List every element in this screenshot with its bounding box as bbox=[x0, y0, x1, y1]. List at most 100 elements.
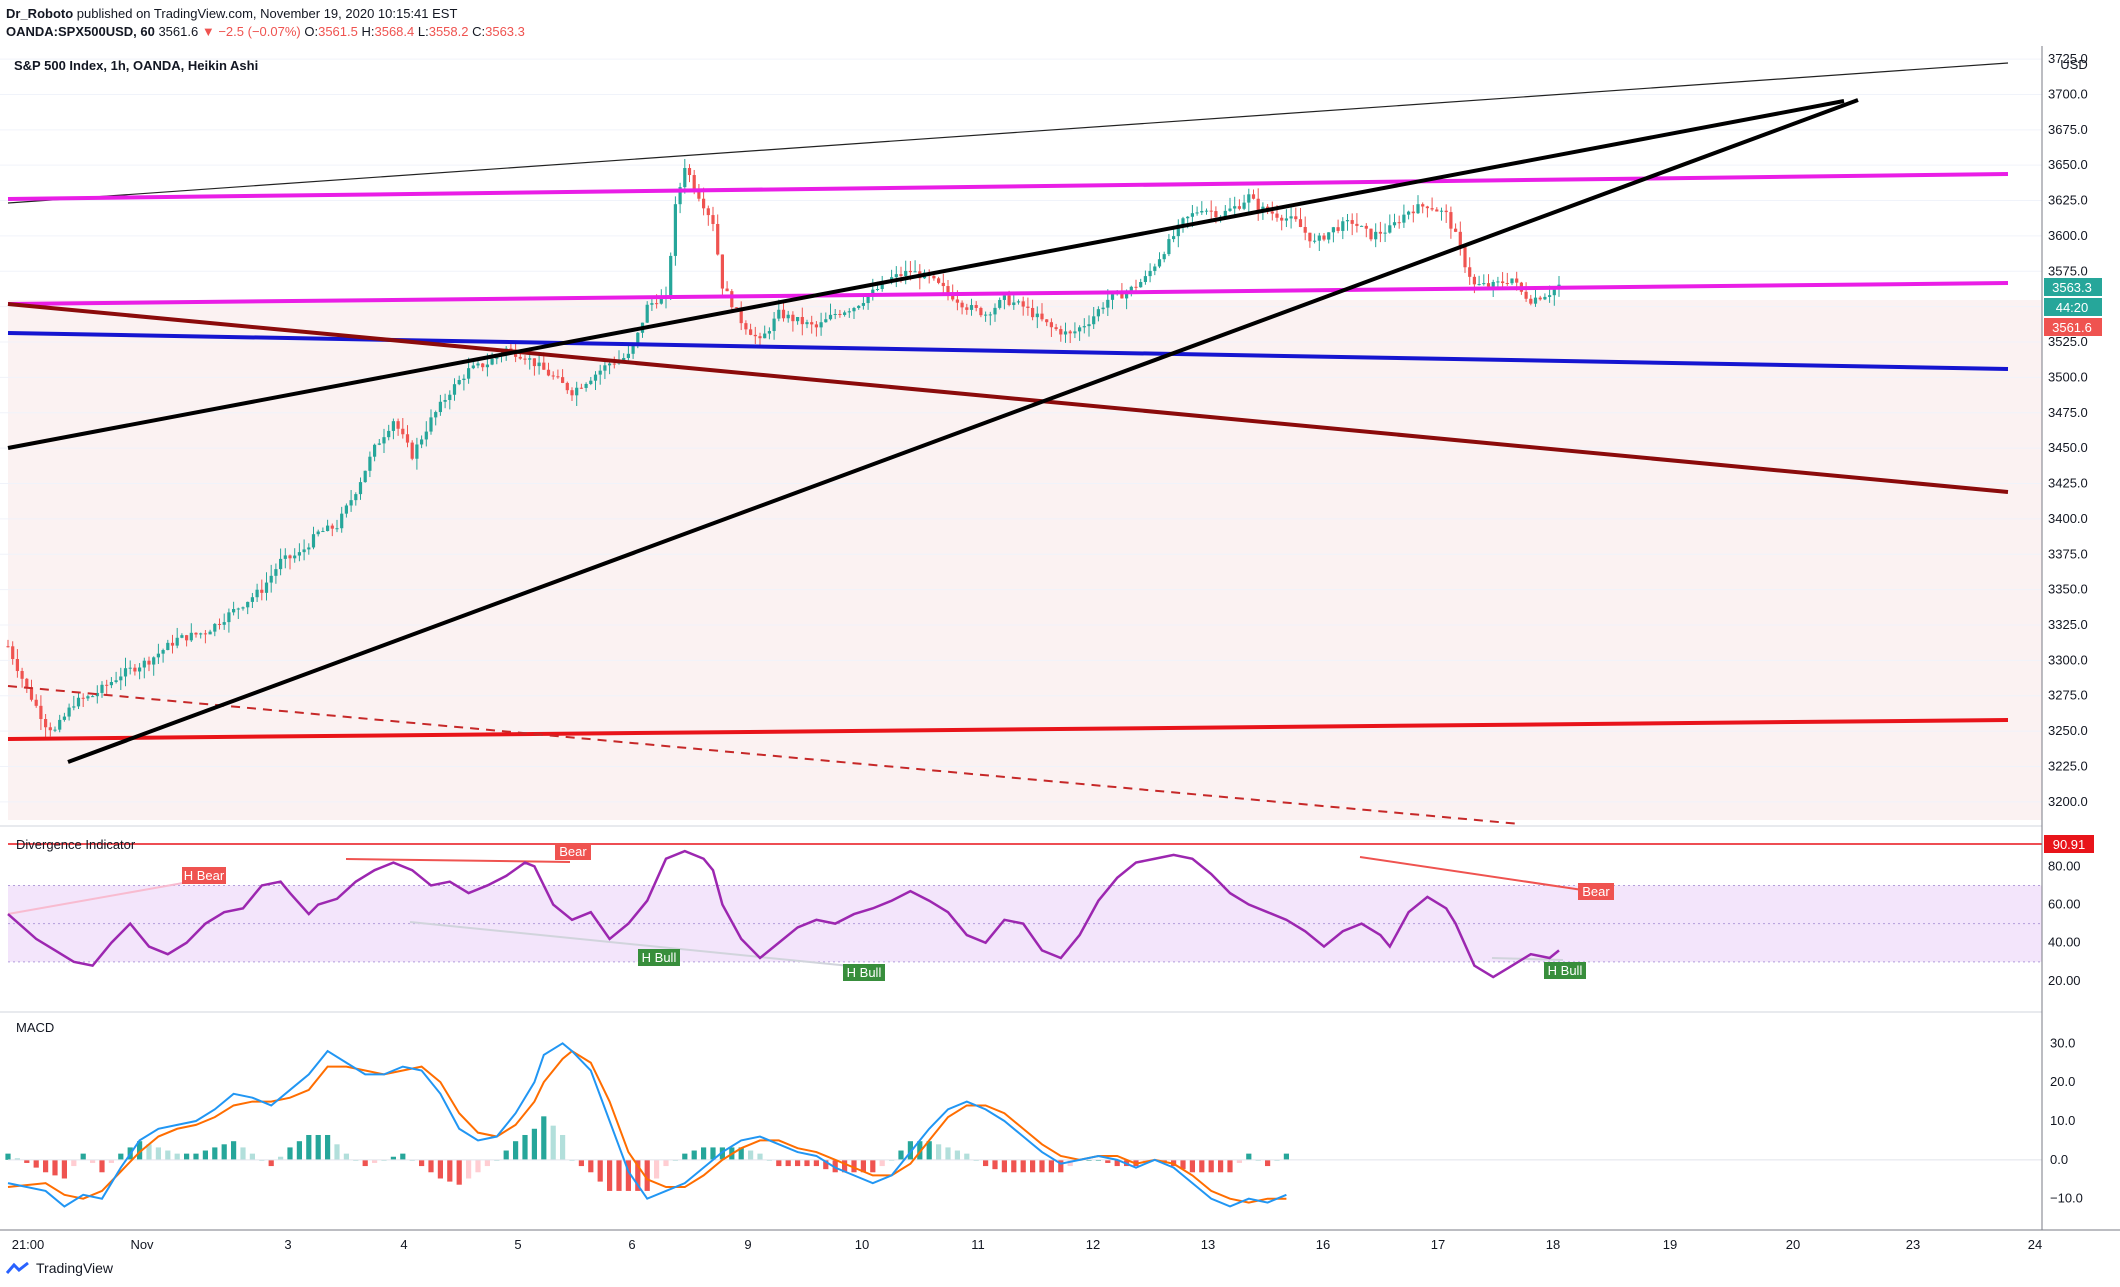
candle-body bbox=[330, 525, 334, 529]
candle-body bbox=[297, 552, 301, 556]
macd-histogram-bar bbox=[419, 1159, 425, 1167]
macd-axis-tick: −10.0 bbox=[2050, 1191, 2083, 1206]
h-bull-label-1-text: H Bull bbox=[642, 950, 677, 965]
divergence-pane-title: Divergence Indicator bbox=[16, 837, 136, 852]
symbol-name[interactable]: OANDA:SPX500USD, 60 bbox=[6, 24, 155, 39]
candle-body bbox=[1331, 227, 1335, 233]
candle-body bbox=[11, 646, 15, 660]
channel-upper-thin-line[interactable] bbox=[7, 62, 2009, 204]
candle-body bbox=[988, 314, 992, 316]
candle-body bbox=[1308, 232, 1312, 242]
magenta-mid-line[interactable] bbox=[7, 281, 2009, 306]
rsi-axis[interactable]: 20.00 40.00 60.00 80.00 bbox=[2048, 858, 2081, 988]
candle-body bbox=[1280, 217, 1284, 221]
candle-body bbox=[1181, 218, 1185, 225]
candle-body bbox=[1374, 231, 1378, 240]
macd-histogram-bar bbox=[513, 1141, 519, 1160]
rsi-series-line[interactable] bbox=[7, 849, 1560, 979]
candle-body bbox=[828, 314, 833, 320]
price-axis[interactable]: 3200.0 3225.0 3250.0 3275.0 3300.0 3325.0 3350… bbox=[2048, 51, 2088, 809]
candle-body bbox=[692, 175, 696, 190]
bear-label-2-text: Bear bbox=[1582, 884, 1610, 899]
candle-body bbox=[170, 642, 175, 646]
candle-body bbox=[1031, 307, 1035, 318]
candle-body bbox=[203, 633, 207, 635]
macd-histogram-bar bbox=[1030, 1159, 1036, 1173]
macd-histogram-bar bbox=[33, 1159, 39, 1168]
tradingview-brand[interactable]: TradingView bbox=[36, 1260, 114, 1276]
candle-body bbox=[636, 332, 640, 344]
candle-body bbox=[753, 334, 757, 337]
candle-body bbox=[1383, 232, 1387, 234]
candle-body bbox=[255, 589, 259, 598]
macd-histogram-bar bbox=[898, 1150, 904, 1160]
h-bull-label-3[interactable]: H Bull bbox=[1544, 962, 1586, 979]
candle-body bbox=[1345, 220, 1350, 222]
candle-body bbox=[1289, 216, 1293, 219]
signal-series-line[interactable] bbox=[7, 1049, 1287, 1204]
price-axis-tick: 3400.0 bbox=[2048, 511, 2088, 526]
candle-body bbox=[1491, 281, 1495, 287]
candle-body bbox=[1007, 295, 1011, 306]
wedge-lower-line[interactable] bbox=[67, 98, 1859, 764]
candle-body bbox=[1209, 210, 1213, 212]
prev-price-tag-bg bbox=[2044, 318, 2102, 336]
candle-body bbox=[1186, 216, 1190, 219]
candle-body bbox=[678, 187, 682, 205]
author-name[interactable]: Dr_Roboto bbox=[6, 6, 74, 21]
price-axis-tick: 3325.0 bbox=[2048, 617, 2088, 632]
price-axis-tick: 3650.0 bbox=[2048, 157, 2088, 172]
dashed-red-descending-line[interactable] bbox=[7, 685, 1521, 825]
magenta-upper-line[interactable] bbox=[7, 172, 2009, 201]
candle-body bbox=[1256, 198, 1260, 212]
h-bull-divergence-line-2 bbox=[1491, 957, 1564, 961]
h-bull-label-2[interactable]: H Bull bbox=[843, 964, 885, 981]
candle-body bbox=[1120, 292, 1124, 299]
candle-body bbox=[1275, 213, 1279, 218]
time-axis-tick: 16 bbox=[1316, 1237, 1330, 1252]
macd-histogram-bar bbox=[663, 1159, 669, 1167]
h-bear-label[interactable]: H Bear bbox=[182, 867, 226, 884]
candle-body bbox=[95, 692, 99, 697]
macd-histogram-bar bbox=[682, 1153, 688, 1160]
wedge-upper-line[interactable] bbox=[7, 99, 1845, 450]
macd-histogram-bar bbox=[184, 1153, 190, 1160]
h-bull-label-1[interactable]: H Bull bbox=[638, 949, 680, 966]
price-axis-tick: 3575.0 bbox=[2048, 263, 2088, 278]
candle-body bbox=[420, 439, 424, 445]
macd-histogram-bar bbox=[1058, 1159, 1064, 1173]
blue-support-line[interactable] bbox=[7, 331, 2009, 371]
candle-body bbox=[1378, 231, 1382, 234]
candle-body bbox=[1435, 209, 1439, 212]
candle-body bbox=[138, 667, 142, 672]
candle-body bbox=[1529, 298, 1533, 304]
darkred-descending-line[interactable] bbox=[7, 302, 2009, 494]
high-label: H: bbox=[361, 24, 375, 39]
macd-axis[interactable]: −10.0 0.0 10.0 20.0 30.0 bbox=[2050, 1035, 2083, 1205]
bear-label-2[interactable]: Bear bbox=[1578, 883, 1614, 900]
macd-histogram-bar bbox=[325, 1134, 331, 1160]
candle-body bbox=[1110, 294, 1115, 300]
bear-label-1[interactable]: Bear bbox=[555, 843, 591, 860]
macd-histogram-bar bbox=[155, 1147, 161, 1160]
macd-histogram-bar bbox=[1227, 1159, 1233, 1173]
candle-body bbox=[142, 660, 146, 668]
time-axis[interactable]: 21:00 Nov 3 4 5 6 9 10 11 12 13 16 17 18 19 20 23 24 bbox=[12, 1237, 2043, 1252]
prev-price-tag: 3561.6 bbox=[2044, 318, 2102, 336]
red-bottom-line[interactable] bbox=[7, 718, 2009, 741]
countdown-tag-bg bbox=[2044, 298, 2102, 316]
candle-body bbox=[326, 525, 330, 532]
candle-body bbox=[1548, 295, 1552, 297]
candle-body bbox=[1233, 206, 1237, 209]
candle-body bbox=[955, 299, 959, 303]
candle-body bbox=[734, 307, 739, 309]
time-axis-tick: 18 bbox=[1546, 1237, 1560, 1252]
candle-body bbox=[222, 622, 226, 625]
candle-body bbox=[1303, 227, 1307, 233]
candle-body bbox=[749, 329, 753, 335]
macd-histogram-bar bbox=[484, 1159, 490, 1167]
macd-series-line[interactable] bbox=[7, 1042, 1287, 1208]
macd-histogram-bar bbox=[531, 1128, 537, 1160]
trendlines-layer bbox=[7, 62, 2009, 825]
